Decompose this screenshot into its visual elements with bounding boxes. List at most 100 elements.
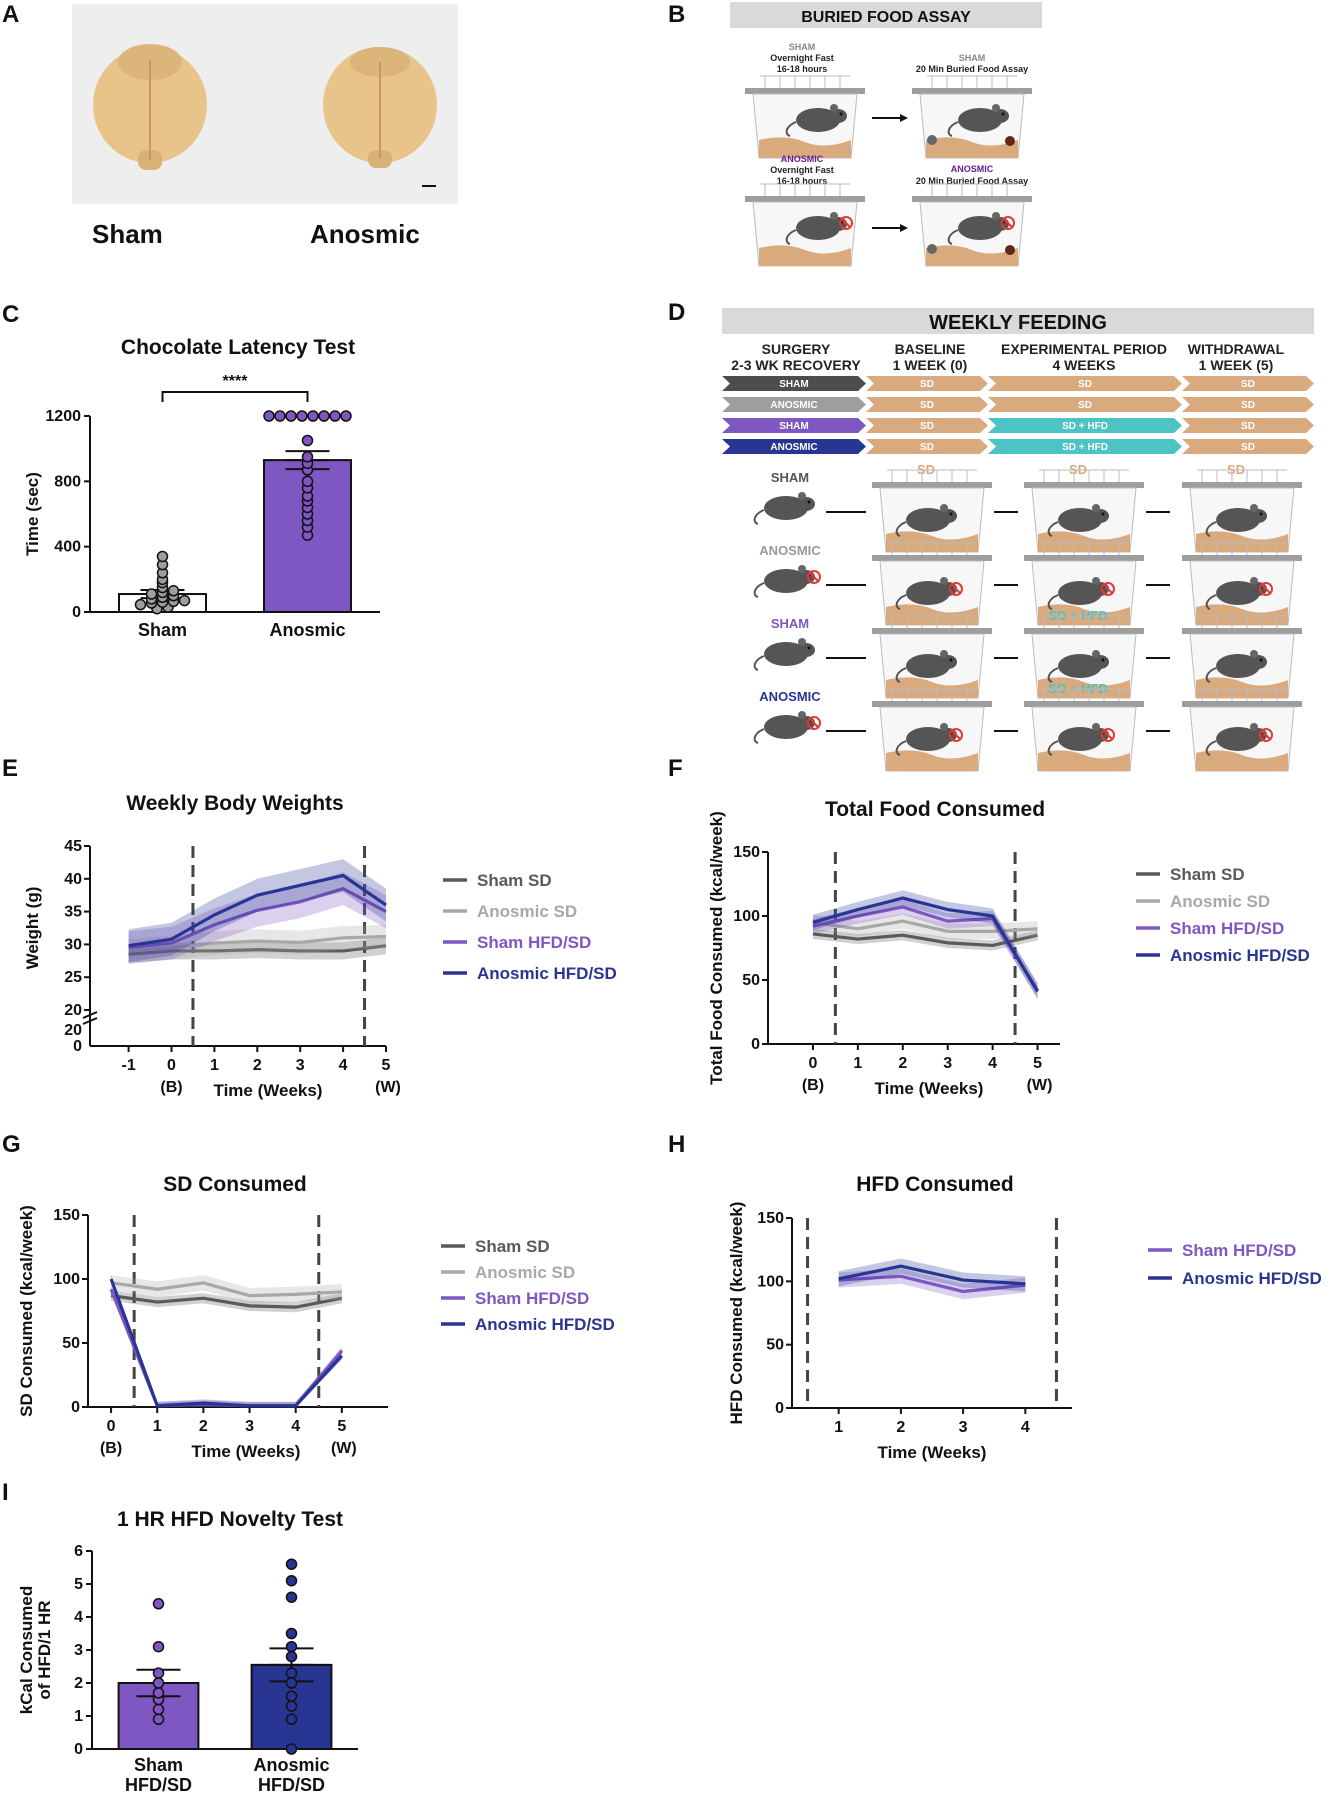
legend-g: Sham SD Anosmic SD Sham HFD/SD Anosmic HFD/… xyxy=(441,1237,615,1334)
x-tick-label: -1 xyxy=(121,1057,135,1074)
mouse-icon xyxy=(753,564,816,598)
y-tick-label: 100 xyxy=(733,908,760,925)
y-tick-label: 0 xyxy=(72,604,81,621)
legend-label: Anosmic SD xyxy=(477,902,577,921)
d-col-baseline: BASELINE xyxy=(895,341,966,357)
x-tick-label: 4 xyxy=(291,1418,300,1435)
data-point xyxy=(285,1627,298,1640)
x-tick-label: 2 xyxy=(896,1419,905,1436)
y-tick-label: 4 xyxy=(74,1609,83,1626)
y-tick-label: 50 xyxy=(742,972,760,989)
b-row1-left-sub: 16-18 hours xyxy=(777,64,828,74)
timeline-segment xyxy=(866,376,988,391)
data-point xyxy=(307,410,319,422)
b-row2-right-group: ANOSMIC xyxy=(951,164,994,174)
cage-row-group: ANOSMIC xyxy=(759,543,821,558)
x-tick-label: 0 xyxy=(167,1057,176,1074)
timeline-segment xyxy=(988,418,1182,433)
x-category-label: Anosmic xyxy=(269,620,345,640)
x-tick-label: 0 xyxy=(107,1418,116,1435)
series-line xyxy=(128,886,387,950)
y-tick-label: 100 xyxy=(53,1271,80,1288)
x-axis-label: Time (Weeks) xyxy=(192,1442,301,1461)
x-tick-sublabel: (B) xyxy=(802,1077,824,1094)
y-tick-label: 0 xyxy=(71,1399,80,1416)
y-axis-label: Time (sec) xyxy=(23,472,42,556)
data-point xyxy=(263,410,275,422)
data-point xyxy=(301,451,314,463)
timeline-arrows: SHAM SD SD SD ANOSMIC SD SD SD SHAM SD SD + HFD SD A… xyxy=(722,376,1314,454)
y-tick-label: 0 xyxy=(751,1036,760,1053)
timeline-segment-label: SHAM xyxy=(779,421,808,432)
data-point xyxy=(301,475,314,488)
x-tick-label: 3 xyxy=(296,1057,305,1074)
data-point xyxy=(318,410,330,422)
x-category-label: HFD/SD xyxy=(125,1775,192,1795)
x-tick-label: 3 xyxy=(245,1418,254,1435)
series-line xyxy=(128,873,387,948)
timeline-segment-label: SD xyxy=(1241,400,1255,411)
data-point xyxy=(285,1700,298,1712)
b-row1-right-text: 20 Min Buried Food Assay xyxy=(916,64,1028,74)
legend-label: Sham SD xyxy=(475,1237,550,1256)
d-col-baseline-sub: 1 WEEK (0) xyxy=(893,357,968,373)
d-col-withdrawal-sub: 1 WEEK (5) xyxy=(1199,357,1274,373)
x-tick-label: 1 xyxy=(834,1419,843,1436)
x-tick-label: 1 xyxy=(153,1418,162,1435)
data-point xyxy=(285,1743,298,1755)
y-tick-label: 800 xyxy=(54,473,81,490)
y-tick-label: 30 xyxy=(64,936,82,953)
legend-label: Anosmic SD xyxy=(475,1263,575,1282)
panel-label-d: D xyxy=(668,299,685,326)
x-tick-label: 1 xyxy=(853,1055,862,1072)
data-point xyxy=(134,598,147,611)
y-tick-label: 0 xyxy=(74,1741,83,1758)
y-tick-label: 35 xyxy=(64,904,82,921)
y-tick-label: 0 xyxy=(775,1400,784,1417)
axis-break xyxy=(82,1011,98,1019)
chart-g: 0 50 100 150 0 (B) 1 2 3 4 5 (W) Time (Weeks) SD Cons… xyxy=(17,1205,388,1461)
timeline-segment xyxy=(988,439,1182,454)
x-tick-label: 0 xyxy=(808,1055,817,1072)
label-sham: Sham xyxy=(92,219,163,249)
data-point xyxy=(152,1677,165,1689)
y-axis-label: Total Food Consumed (kcal/week) xyxy=(707,811,726,1085)
x-tick-label: 3 xyxy=(943,1055,952,1072)
significance-label: **** xyxy=(223,373,249,390)
y-tick-label: 1 xyxy=(74,1708,83,1725)
y-label-line: of HFD/1 HR xyxy=(35,1600,54,1699)
data-point xyxy=(285,1667,298,1679)
y-axis-label: HFD Consumed (kcal/week) xyxy=(727,1202,746,1425)
data-point xyxy=(285,1690,298,1702)
data-point xyxy=(285,1558,298,1570)
panel-label-b: B xyxy=(668,1,685,28)
y-tick-label: 25 xyxy=(64,969,82,986)
y-tick-label: 50 xyxy=(766,1337,784,1354)
y-tick-label: 50 xyxy=(62,1335,80,1352)
panel-label-c: C xyxy=(2,301,19,328)
timeline-segment-label: SHAM xyxy=(779,379,808,390)
chart-f-title: Total Food Consumed xyxy=(825,798,1045,821)
x-tick-sublabel: (W) xyxy=(1027,1077,1053,1094)
x-category-label: Sham xyxy=(138,620,187,640)
x-tick-sublabel: (B) xyxy=(100,1440,122,1457)
legend-label: Sham HFD/SD xyxy=(477,933,591,952)
x-category-label: Sham xyxy=(134,1755,183,1775)
series-line xyxy=(110,1281,342,1298)
x-tick-label: 1 xyxy=(210,1057,219,1074)
data-point xyxy=(152,1713,165,1726)
anosmic-brain-image xyxy=(323,47,437,168)
legend-label: Anosmic SD xyxy=(1170,892,1270,911)
legend-label: Sham HFD/SD xyxy=(1182,1241,1296,1260)
timeline-segment xyxy=(722,376,866,391)
x-axis-label: Time (Weeks) xyxy=(214,1081,323,1100)
timeline-segment xyxy=(988,376,1182,391)
y-axis-label: kCal Consumedof HFD/1 HR xyxy=(17,1586,54,1714)
significance-bracket xyxy=(161,391,309,402)
y-tick-label: 6 xyxy=(74,1543,83,1560)
legend-label: Sham HFD/SD xyxy=(475,1289,589,1308)
axis-break xyxy=(82,1017,98,1025)
